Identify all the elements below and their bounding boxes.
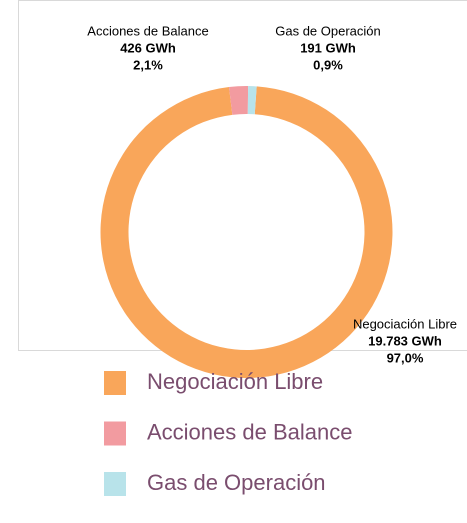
slice-label-name: Gas de Operación bbox=[275, 23, 381, 38]
legend-label: Negociación Libre bbox=[147, 369, 323, 394]
legend-swatch bbox=[104, 472, 126, 496]
legend-swatch bbox=[104, 421, 126, 446]
legend-swatch bbox=[104, 371, 126, 395]
donut-slice bbox=[228, 86, 249, 115]
slice-label-share: 97,0% bbox=[387, 350, 424, 365]
legend-label: Gas de Operación bbox=[147, 470, 326, 495]
donut-slice bbox=[247, 86, 257, 115]
slice-label-name: Acciones de Balance bbox=[87, 23, 208, 38]
slice-label-value: 19.783 GWh bbox=[368, 333, 442, 348]
slice-label-value: 426 GWh bbox=[120, 40, 176, 55]
slice-label-share: 0,9% bbox=[313, 57, 343, 72]
slice-label-value: 191 GWh bbox=[300, 40, 356, 55]
chart-frame bbox=[18, 0, 467, 351]
slice-label-share: 2,1% bbox=[133, 57, 163, 72]
slice-label-name: Negociación Libre bbox=[353, 316, 457, 331]
legend-label: Acciones de Balance bbox=[147, 419, 352, 444]
